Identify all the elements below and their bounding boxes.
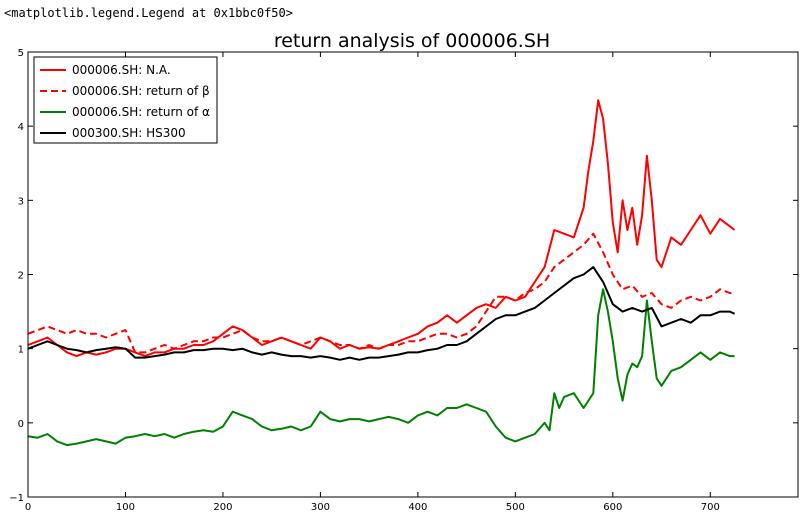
legend-label-1: 000006.SH: return of β (72, 84, 210, 98)
y-tick-label: 5 (18, 48, 24, 59)
x-tick-label: 300 (311, 502, 330, 513)
x-tick-label: 100 (116, 502, 135, 513)
series-line-3 (27, 266, 736, 361)
legend-box (33, 56, 218, 144)
legend-label-0: 000006.SH: N.A. (72, 63, 171, 77)
series-line-1 (27, 232, 735, 354)
y-tick-label: −1 (9, 493, 24, 504)
y-tick-label: 3 (18, 196, 24, 207)
y-tick-label: 0 (18, 419, 24, 430)
legend-label-3: 000300.SH: HS300 (72, 126, 186, 140)
legend-label-2: 000006.SH: return of α (72, 105, 210, 119)
y-tick-label: 2 (18, 271, 24, 282)
chart-title: return analysis of 000006.SH (274, 30, 550, 52)
legend: 000006.SH: N.A. 000006.SH: return of β 000… (33, 56, 218, 144)
x-tick-label: 200 (213, 502, 232, 513)
x-tick-label: 400 (408, 502, 427, 513)
output-repr-text: <matplotlib.legend.Legend at 0x1bbc0f50> (4, 6, 293, 20)
y-tick-label: 4 (18, 122, 24, 133)
series-line-0 (27, 99, 736, 358)
y-tick-label: 1 (18, 345, 24, 356)
series-layer (27, 99, 736, 447)
x-tick-label: 700 (701, 502, 720, 513)
x-tick-label: 0 (25, 502, 31, 513)
x-tick-label: 600 (603, 502, 622, 513)
series-line-2 (27, 288, 735, 447)
x-tick-label: 500 (506, 502, 525, 513)
